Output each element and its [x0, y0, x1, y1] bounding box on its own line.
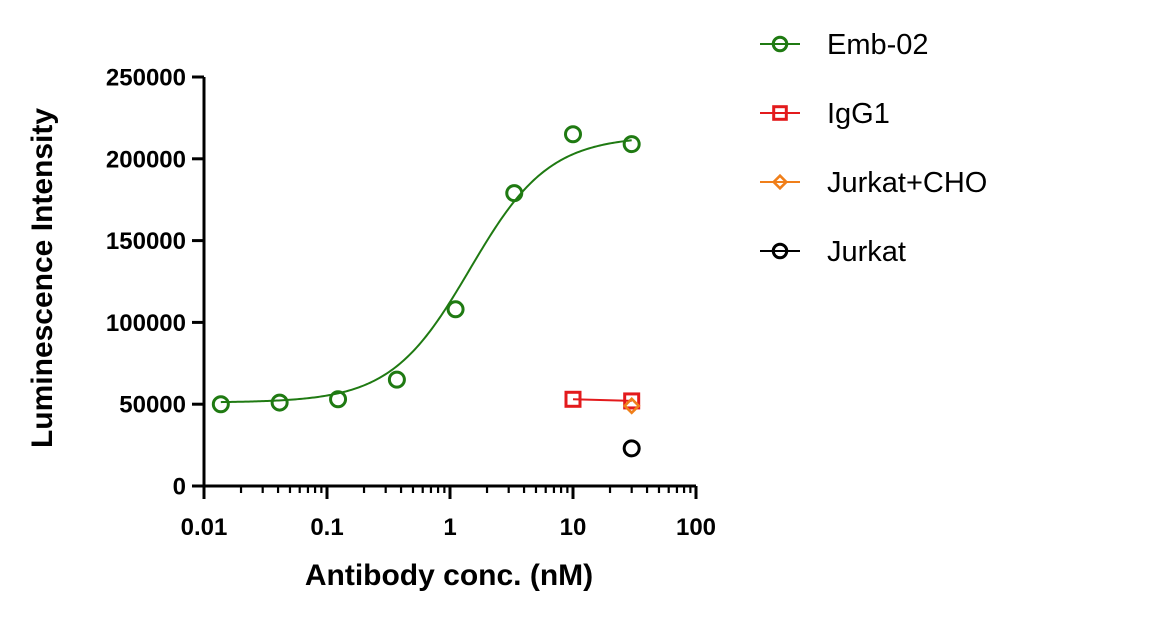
x-tick-label: 1	[443, 514, 456, 541]
legend-marker	[771, 173, 789, 191]
legend-item: Jurkat	[760, 236, 906, 268]
legend-item: Jurkat+CHO	[760, 167, 987, 199]
x-tick-label: 100	[676, 514, 716, 541]
data-point	[564, 390, 582, 408]
legend-label: IgG1	[827, 98, 890, 130]
data-point	[505, 184, 524, 203]
x-tick-label: 0.01	[181, 514, 228, 541]
legend-item: IgG1	[760, 98, 890, 130]
data-point	[622, 396, 641, 415]
y-tick-label: 150000	[106, 228, 186, 255]
data-point	[270, 393, 289, 412]
y-tick-label: 100000	[106, 310, 186, 337]
y-tick-label: 50000	[119, 392, 186, 419]
series-jurkat-cho	[622, 396, 641, 415]
data-point	[387, 370, 406, 389]
series-emb-02	[211, 125, 641, 414]
legend-label: Jurkat+CHO	[827, 167, 987, 199]
data-point	[329, 390, 348, 409]
plot-marks	[211, 125, 641, 458]
x-tick-label: 10	[560, 514, 587, 541]
data-point	[622, 439, 641, 458]
axes: 0 50000 100000 150000 200000 250000 0.01 0.1 1 10…	[106, 65, 716, 542]
series-igg1	[564, 390, 641, 410]
data-point	[564, 125, 582, 144]
legend-item: Emb-02	[760, 29, 929, 61]
y-axis-title: Luminescence Intensity	[26, 108, 59, 448]
data-point	[446, 300, 465, 319]
fit-curve	[220, 139, 632, 404]
legend-marker	[771, 35, 789, 53]
x-tick-label: 0.1	[310, 514, 343, 541]
data-point	[211, 395, 230, 414]
legend-label: Jurkat	[827, 236, 906, 268]
x-axis-title: Antibody conc. (nM)	[305, 559, 593, 592]
legend: Emb-02 IgG1 Jurkat+CHO Jurkat	[760, 29, 987, 268]
series-jurkat	[622, 439, 641, 458]
series-line	[572, 398, 632, 402]
legend-label: Emb-02	[827, 29, 929, 61]
y-tick-label: 200000	[106, 146, 186, 173]
y-tick-label: 250000	[106, 65, 186, 92]
data-point	[623, 392, 641, 410]
legend-marker	[772, 105, 788, 121]
data-point	[622, 135, 641, 154]
y-tick-label: 0	[173, 474, 186, 501]
legend-marker	[771, 242, 789, 260]
